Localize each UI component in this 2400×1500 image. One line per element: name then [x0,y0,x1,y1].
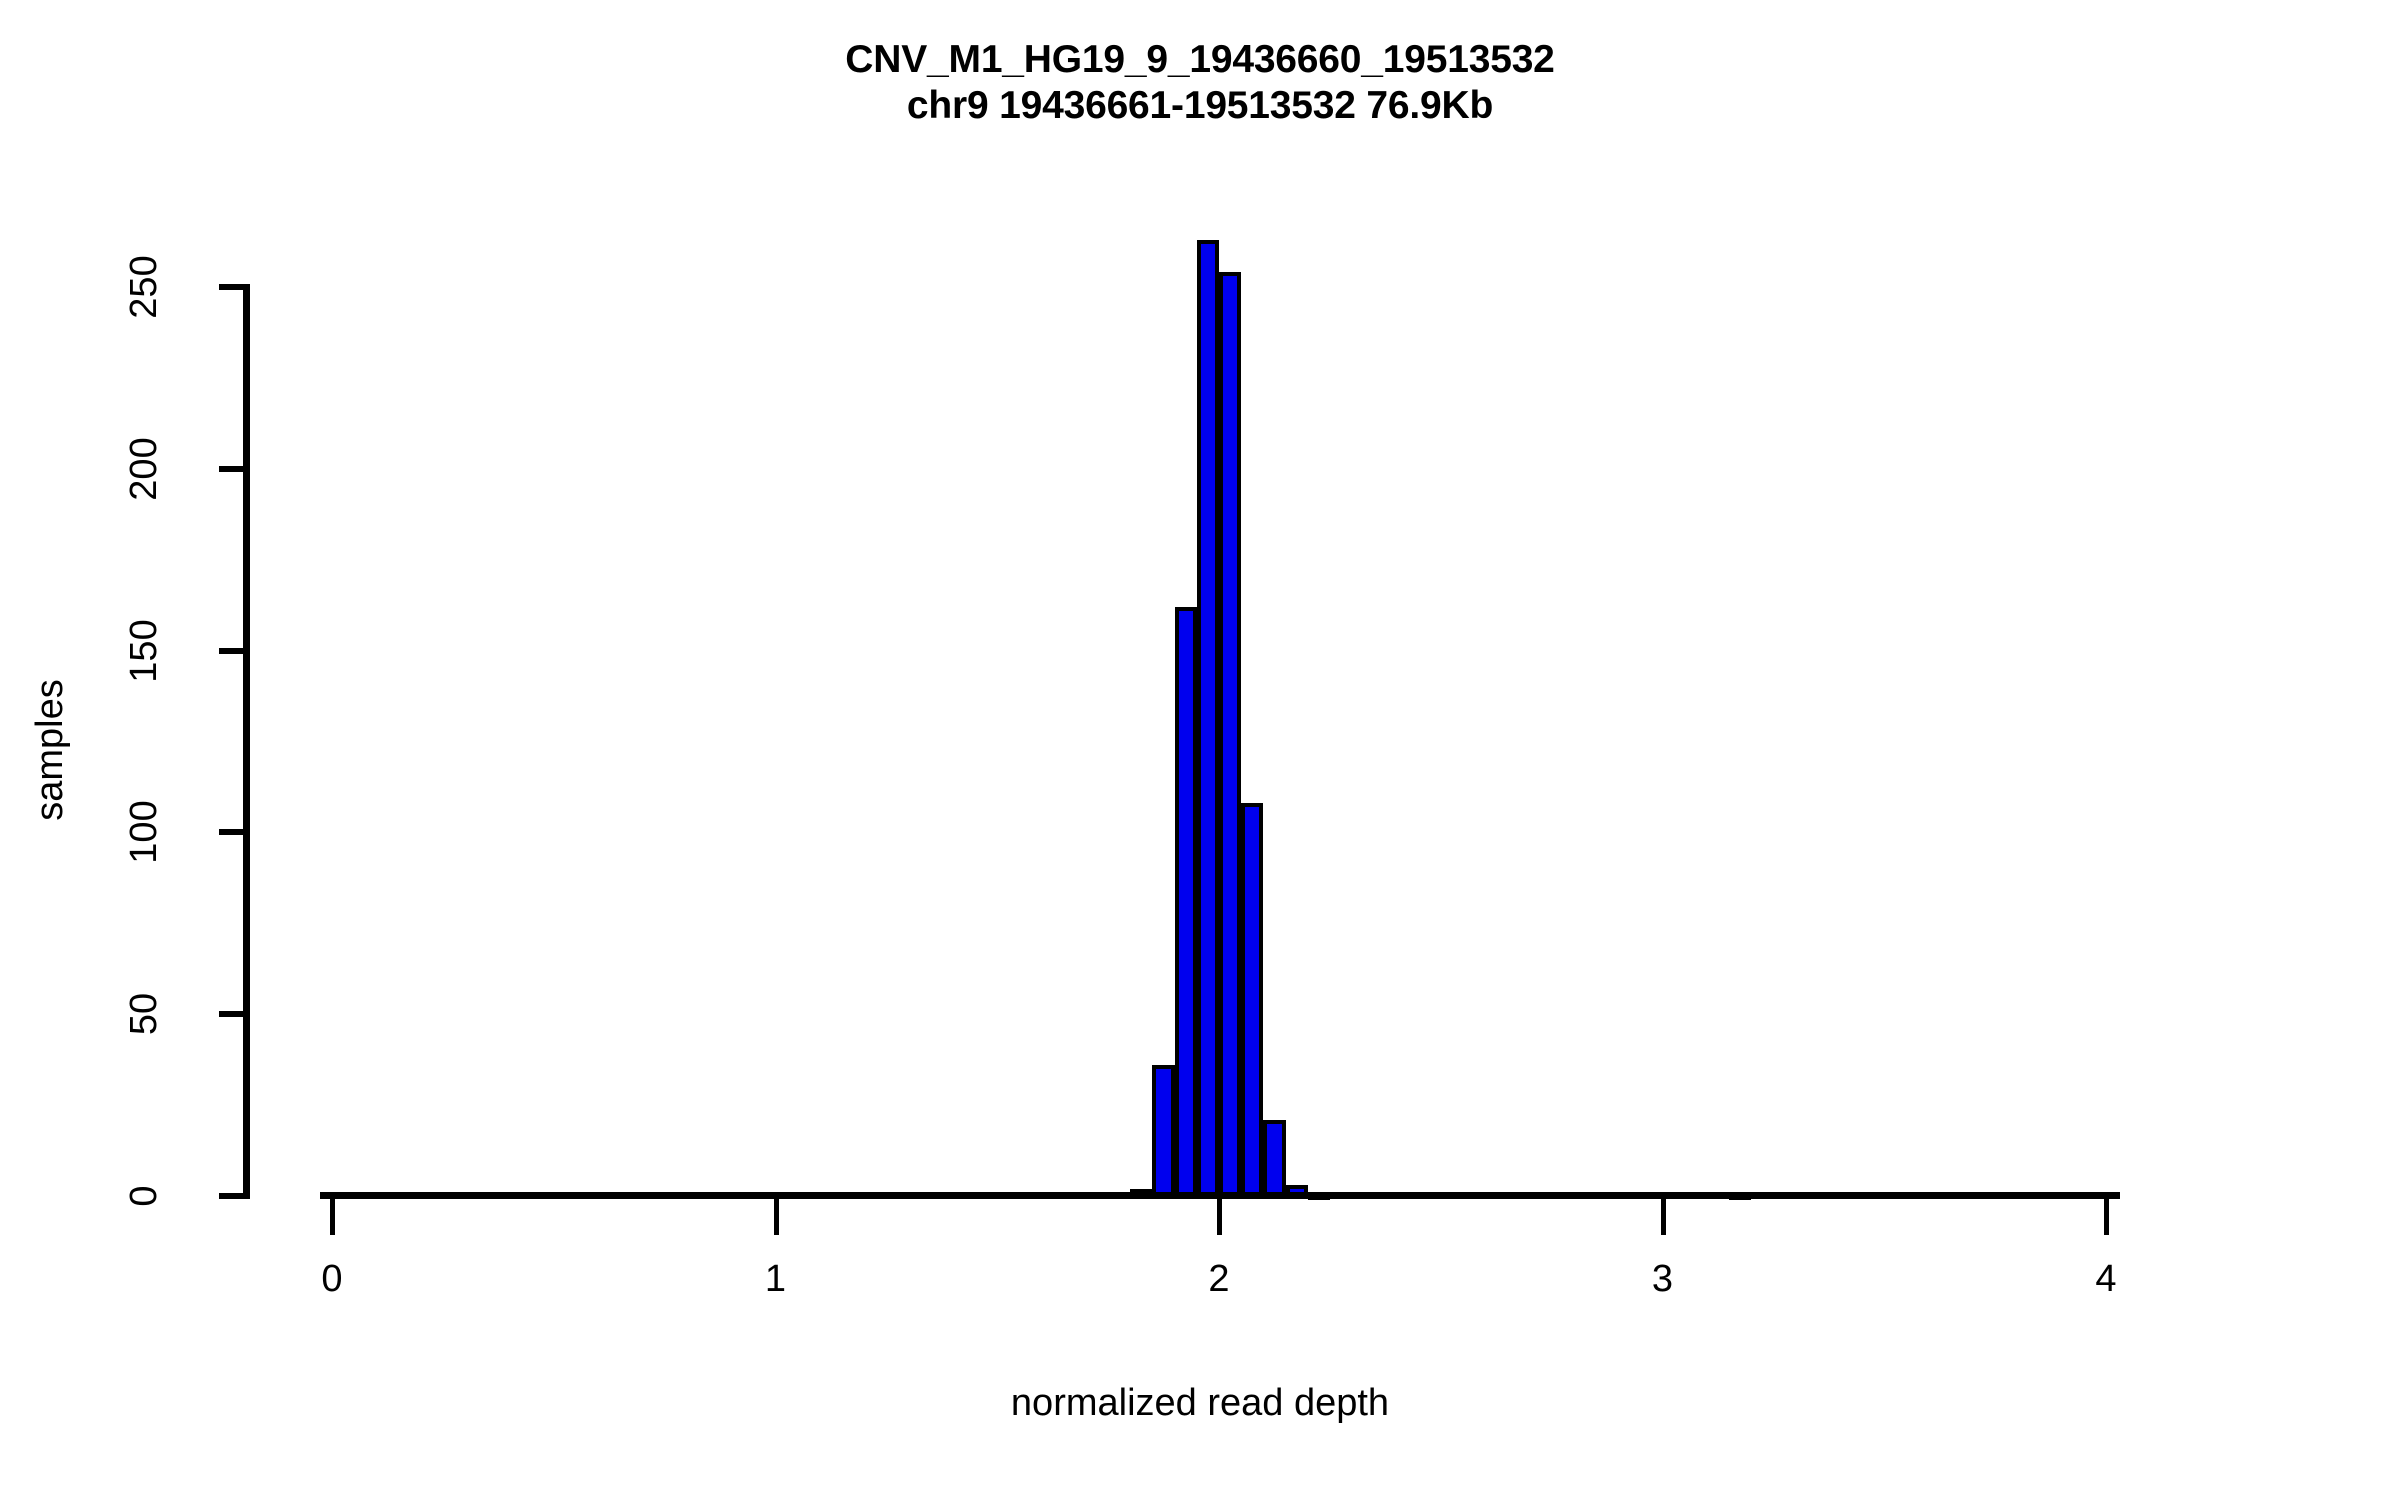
chart-title: CNV_M1_HG19_9_19436660_19513532 chr9 194… [0,40,2400,125]
chart-title-line2: chr9 19436661-19513532 76.9Kb [906,84,1494,127]
histogram-bar [1285,1185,1308,1196]
y-axis-tick [219,1011,243,1018]
y-axis-tick [219,829,243,836]
x-axis-label: normalized read depth [1010,1382,1390,1424]
histogram-bar [1307,1192,1330,1201]
chart-title-line1: CNV_M1_HG19_9_19436660_19513532 [845,38,1555,81]
x-axis-tick [330,1199,335,1235]
y-axis-tick [219,1193,243,1199]
x-axis-tick-label: 3 [1651,1258,1674,1300]
histogram-bar [1174,606,1197,1196]
histogram-bar [1152,1065,1175,1196]
histogram-bar [1196,239,1219,1196]
histogram-bar [1130,1188,1153,1197]
histogram-bar [1219,272,1242,1196]
y-axis-line [243,284,250,1199]
histogram-bar [1729,1192,1752,1201]
x-axis-tick [1217,1199,1222,1235]
x-axis-tick-label: 0 [321,1258,343,1300]
x-axis-tick-label: 1 [764,1258,787,1300]
y-axis-tick [219,284,243,290]
x-axis-tick [1660,1199,1666,1235]
x-axis-tick [773,1199,779,1235]
histogram-bar [1241,803,1264,1196]
x-axis-tick-label: 2 [1208,1258,1230,1300]
histogram-bar [1263,1119,1286,1196]
x-axis-tick [2104,1199,2109,1235]
y-axis-tick [219,465,243,472]
x-axis-tick-label: 4 [2095,1258,2117,1300]
y-axis-tick [219,647,243,654]
